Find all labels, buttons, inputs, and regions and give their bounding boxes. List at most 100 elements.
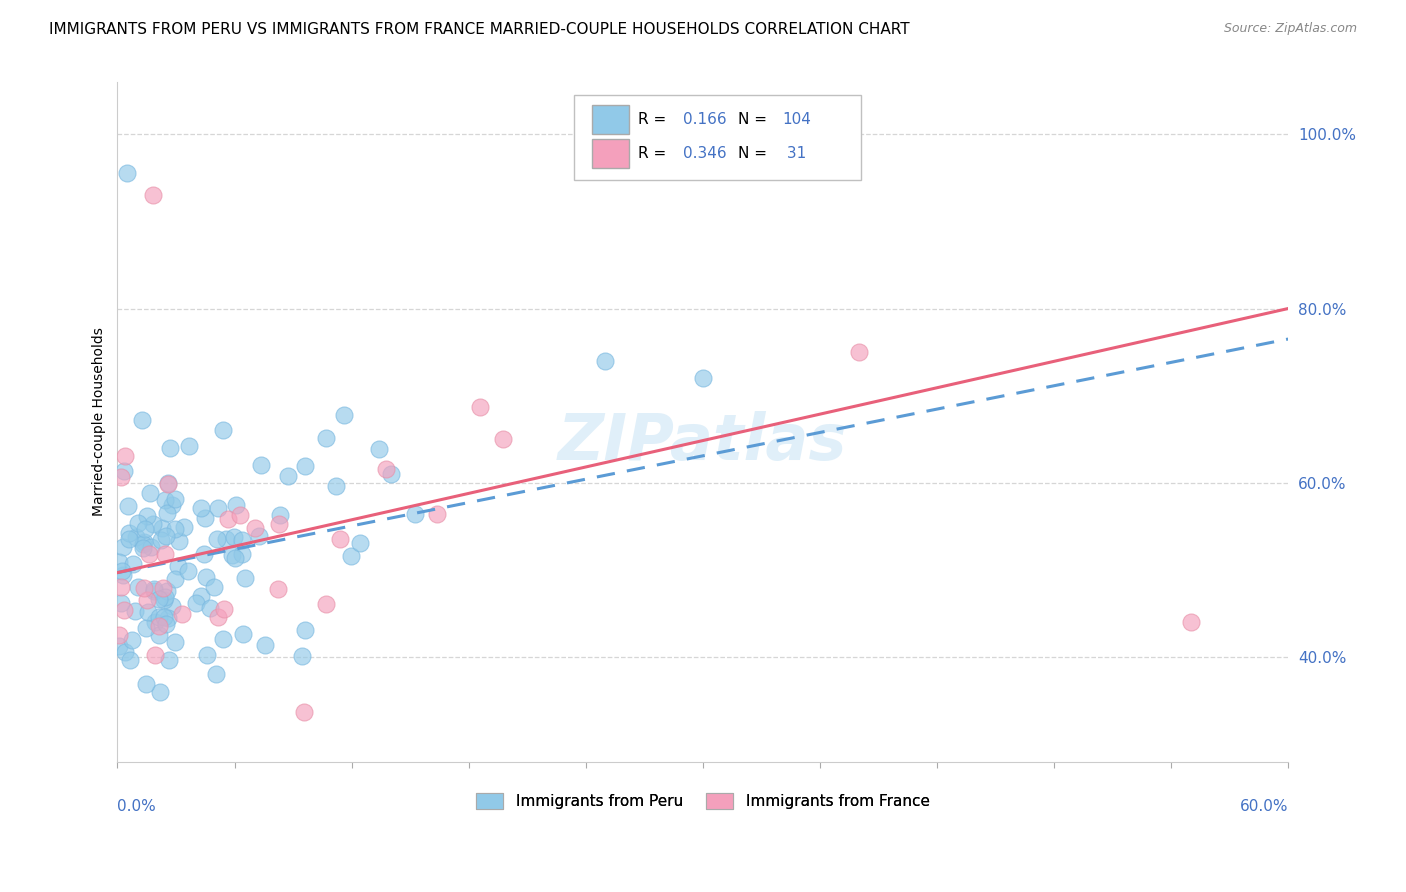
Point [173, 520, 195, 534]
Point [294, 623, 316, 637]
Point [292, 705, 315, 719]
Point [156, 475, 179, 490]
Point [157, 653, 180, 667]
Point [267, 582, 290, 597]
Point [152, 521, 174, 535]
Point [108, 639, 131, 653]
Point [156, 476, 179, 491]
Point [153, 493, 176, 508]
Point [114, 645, 136, 659]
Point [136, 605, 159, 619]
Point [692, 371, 714, 385]
Point [1180, 615, 1202, 630]
Point [112, 464, 135, 478]
Point [165, 572, 187, 586]
Text: 0.166: 0.166 [683, 112, 727, 127]
Point [190, 501, 212, 516]
Point [124, 604, 146, 618]
Point [315, 597, 337, 611]
Point [468, 401, 491, 415]
Point [243, 521, 266, 535]
Point [374, 462, 396, 476]
Point [231, 533, 253, 548]
Point [277, 468, 299, 483]
Point [215, 532, 238, 546]
Point [132, 534, 155, 549]
Point [156, 506, 179, 520]
Point [269, 508, 291, 522]
Point [108, 555, 131, 569]
Point [172, 607, 194, 621]
Point [131, 537, 153, 551]
Point [138, 548, 160, 562]
Point [142, 583, 165, 598]
Point [165, 634, 187, 648]
Point [122, 557, 145, 571]
Point [112, 602, 135, 616]
Point [155, 529, 177, 543]
Point [135, 677, 157, 691]
Text: ZIPatlas: ZIPatlas [558, 411, 848, 474]
Point [110, 596, 132, 610]
Point [294, 459, 316, 474]
Point [190, 589, 212, 603]
Y-axis label: Married-couple Households: Married-couple Households [93, 327, 107, 516]
Point [176, 564, 198, 578]
Point [250, 458, 273, 472]
Point [149, 684, 172, 698]
Point [169, 533, 191, 548]
Text: 104: 104 [782, 112, 811, 127]
Point [221, 548, 243, 562]
FancyBboxPatch shape [592, 105, 628, 134]
Point [593, 354, 616, 368]
Point [142, 188, 165, 202]
Text: IMMIGRANTS FROM PERU VS IMMIGRANTS FROM FRANCE MARRIED-COUPLE HOUSEHOLDS CORRELA: IMMIGRANTS FROM PERU VS IMMIGRANTS FROM … [49, 22, 910, 37]
Point [155, 617, 177, 632]
Point [108, 628, 131, 642]
FancyBboxPatch shape [574, 95, 860, 180]
Point [426, 508, 449, 522]
Point [148, 592, 170, 607]
Point [112, 568, 135, 582]
Point [165, 491, 187, 506]
Point [148, 619, 170, 633]
Point [156, 583, 179, 598]
Point [193, 547, 215, 561]
Point [131, 413, 153, 427]
Point [159, 441, 181, 455]
Text: 60.0%: 60.0% [1240, 799, 1288, 814]
Text: Source: ZipAtlas.com: Source: ZipAtlas.com [1223, 22, 1357, 36]
Text: N =: N = [738, 112, 772, 127]
Point [127, 516, 149, 530]
Point [121, 632, 143, 647]
Point [117, 500, 139, 514]
Point [205, 667, 228, 681]
Point [143, 615, 166, 629]
Point [125, 530, 148, 544]
Point [228, 508, 250, 523]
Point [194, 511, 217, 525]
Point [231, 547, 253, 561]
Point [267, 516, 290, 531]
Point [165, 522, 187, 536]
Point [177, 439, 200, 453]
Point [349, 535, 371, 549]
Point [233, 571, 256, 585]
FancyBboxPatch shape [592, 139, 628, 168]
Text: 0.0%: 0.0% [118, 799, 156, 814]
Point [184, 597, 207, 611]
Point [153, 609, 176, 624]
Point [153, 593, 176, 607]
Point [118, 653, 141, 667]
Point [110, 470, 132, 484]
Point [149, 533, 172, 547]
Point [153, 547, 176, 561]
Text: 31: 31 [782, 145, 807, 161]
Point [212, 602, 235, 616]
Point [118, 532, 141, 546]
Point [135, 592, 157, 607]
Point [152, 581, 174, 595]
Point [155, 590, 177, 604]
Point [111, 564, 134, 578]
Point [114, 449, 136, 463]
